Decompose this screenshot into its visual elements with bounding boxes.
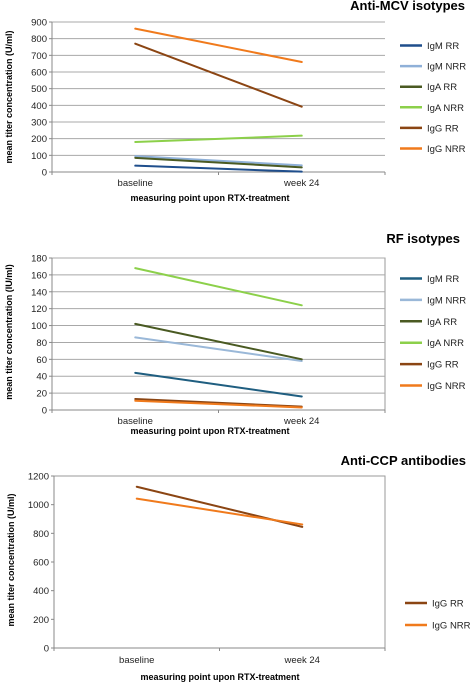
chart1-series-line-0 xyxy=(134,164,303,173)
chart3-y-axis-title: mean titer concentration (U/ml) xyxy=(6,493,16,626)
chart1-legend-label-5: IgG NRR xyxy=(427,144,466,155)
chart2-series-line-2 xyxy=(134,322,303,361)
chart3-x-axis-title: measuring point upon RTX-treatment xyxy=(140,672,299,682)
chart1-x-axis-title: measuring point upon RTX-treatment xyxy=(130,193,289,203)
chart2-ytick-label-3: 60 xyxy=(36,355,47,366)
chart3-ytick-label-2: 400 xyxy=(33,586,49,597)
chart3-ytick-label-4: 800 xyxy=(33,529,49,540)
chart2-series-line-5 xyxy=(134,399,303,409)
chart1-series-line-4 xyxy=(134,42,303,108)
chart1-series-line-5 xyxy=(134,27,303,63)
chart3-series-line-1 xyxy=(135,497,304,526)
chart1-series-line-1 xyxy=(134,155,303,167)
chart1-ytick-label-7: 700 xyxy=(31,51,47,62)
chart2-ytick-label-0: 0 xyxy=(42,406,47,417)
chart3-ytick-label-6: 1200 xyxy=(28,472,49,483)
chart2-category-label-0: baseline xyxy=(118,416,153,427)
chart1-ytick-label-8: 800 xyxy=(31,34,47,45)
chart1-ytick-label-6: 600 xyxy=(31,68,47,79)
chart1-legend-label-4: IgG RR xyxy=(427,123,459,134)
chart2-ytick-label-5: 100 xyxy=(31,321,47,332)
chart1-series-line-3 xyxy=(134,134,303,143)
chart3-ytick-label-3: 600 xyxy=(33,558,49,569)
chart1-ytick-label-3: 300 xyxy=(31,118,47,129)
chart1-legend-label-1: IgM NRR xyxy=(427,62,466,73)
chart2-legend-label-1: IgM NRR xyxy=(427,295,466,306)
chart1-ytick-label-9: 900 xyxy=(31,18,47,29)
chart3-ytick-label-5: 1000 xyxy=(28,500,49,511)
chart2-plot-border xyxy=(51,257,386,411)
chart2-y-axis-title: mean titer concentration (IU/ml) xyxy=(4,264,14,400)
chart2-legend-label-2: IgA RR xyxy=(427,317,457,328)
chart2-legend-label-5: IgG NRR xyxy=(427,381,466,392)
chart3-category-label-0: baseline xyxy=(119,655,154,666)
chart3-category-label-1: week 24 xyxy=(284,655,320,666)
chart1-legend-label-0: IgM RR xyxy=(427,41,459,52)
chart1-legend-label-3: IgA NRR xyxy=(427,103,464,114)
chart2-category-label-1: week 24 xyxy=(283,416,319,427)
chart3-legend-label-1: IgG NRR xyxy=(432,621,471,632)
chart1-ytick-label-4: 400 xyxy=(31,101,47,112)
chart2-legend-label-4: IgG RR xyxy=(427,360,459,371)
chart2-title: RF isotypes xyxy=(386,231,460,246)
chart2-ytick-label-7: 140 xyxy=(31,287,47,298)
chart2-ytick-label-6: 120 xyxy=(31,304,47,315)
chart2-legend-label-3: IgA NRR xyxy=(427,338,464,349)
chart2-ytick-label-1: 20 xyxy=(36,389,47,400)
chart1-ytick-label-2: 200 xyxy=(31,134,47,145)
chart1-title: Anti-MCV isotypes xyxy=(350,0,465,13)
chart2-series-line-3 xyxy=(134,267,303,307)
chart3-ytick-label-1: 200 xyxy=(33,615,49,626)
chart1-category-label-1: week 24 xyxy=(283,178,319,189)
chart2-ytick-label-9: 180 xyxy=(31,254,47,265)
chart1-y-axis-title: mean titer concentration (U/ml) xyxy=(4,30,14,163)
chart1-ytick-label-5: 500 xyxy=(31,84,47,95)
chart2-ytick-label-2: 40 xyxy=(36,372,47,383)
chart2-series-line-0 xyxy=(134,371,303,398)
chart1-category-label-0: baseline xyxy=(118,178,153,189)
chart2-legend-label-0: IgM RR xyxy=(427,274,459,285)
chart1-legend-label-2: IgA RR xyxy=(427,82,457,93)
chart3-ytick-label-0: 0 xyxy=(44,644,49,655)
chart3-title: Anti-CCP antibodies xyxy=(341,453,466,468)
chart2-series-line-1 xyxy=(134,336,303,363)
chart3-plot-border xyxy=(53,475,386,649)
chart3-legend-label-0: IgG RR xyxy=(432,599,464,610)
chart1-ytick-label-0: 0 xyxy=(42,168,47,179)
chart1-ytick-label-1: 100 xyxy=(31,151,47,162)
chart2-ytick-label-4: 80 xyxy=(36,338,47,349)
chart2-ytick-label-8: 160 xyxy=(31,270,47,281)
chart2-x-axis-title: measuring point upon RTX-treatment xyxy=(130,426,289,436)
chart1-series-line-2 xyxy=(134,156,303,169)
